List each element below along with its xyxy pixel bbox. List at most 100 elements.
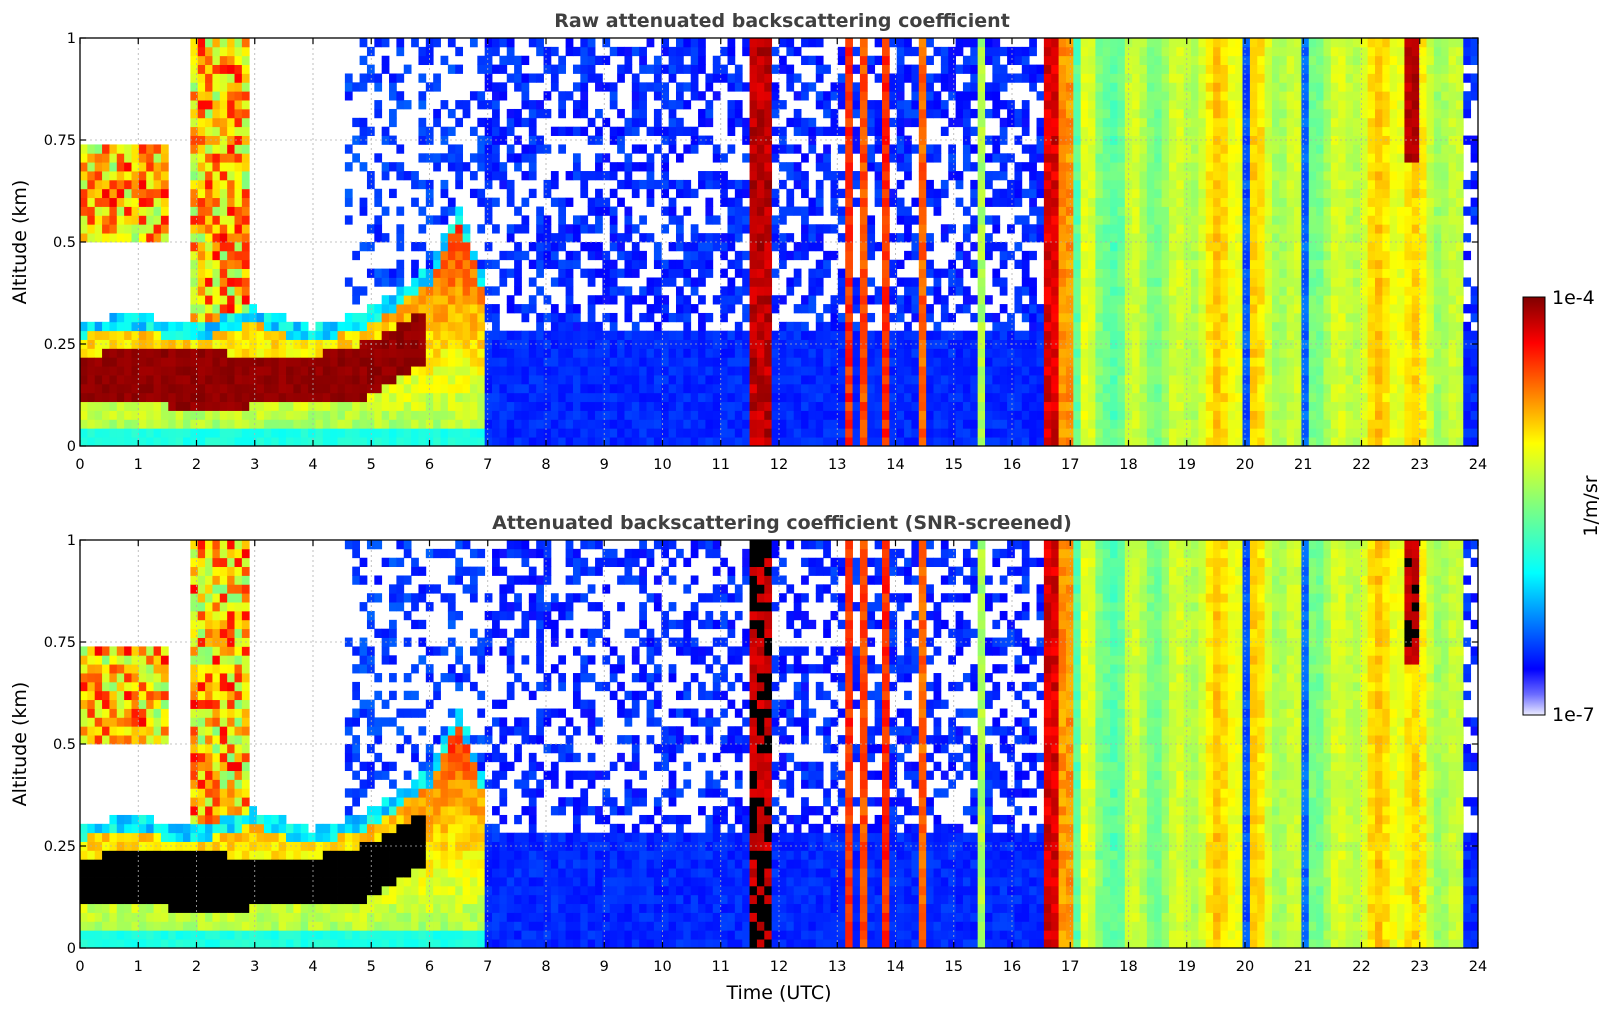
heat-cell [322,437,331,447]
heat-cell [1058,144,1067,154]
heat-cell [469,268,478,278]
heat-cell [1154,117,1163,128]
heat-cell [528,108,537,119]
heat-cell [543,295,552,305]
heat-cell [580,357,589,367]
heat-cell [241,330,250,340]
heat-cell [138,330,147,340]
heat-cell [764,64,773,74]
heat-cell [1095,330,1104,340]
heat-cell [837,401,846,411]
heat-cell [168,366,177,376]
heat-cell [720,250,728,261]
heat-cell [823,437,831,447]
heat-cell [521,383,530,394]
heat-cell [344,348,353,358]
heat-cell [896,259,905,270]
heat-cell [617,162,625,172]
heat-cell [499,250,508,261]
heat-cell [977,366,986,376]
heat-cell [653,392,662,403]
heat-cell [300,392,309,403]
heat-cell [801,428,809,438]
heat-cell [366,224,375,234]
heat-cell [1051,437,1059,447]
heat-cell [411,392,419,403]
heat-cell [852,126,861,136]
heat-cell [344,188,353,199]
heat-cell [462,242,471,252]
heat-cell [874,117,883,128]
heat-cell [1029,277,1037,287]
heat-cell [874,73,883,83]
heat-cell [734,366,743,376]
heat-cell [734,268,743,278]
heat-cell [1014,410,1023,420]
heat-cell [550,304,559,314]
heat-cell [874,375,883,385]
heat-cell [433,339,441,349]
heat-cell [764,46,773,57]
heat-cell [985,339,993,349]
heat-cell [528,38,537,48]
heat-cell [381,277,390,287]
heat-cell [587,206,596,216]
heat-cell [1021,162,1030,172]
heat-cell [506,410,515,420]
heat-cell [668,339,677,349]
heat-cell [565,401,574,411]
heat-cell [183,437,191,447]
heat-cell [985,82,993,92]
heat-cell [1102,392,1111,403]
heat-cell [411,277,419,287]
heat-cell [639,428,647,438]
heat-cell [970,295,979,305]
heat-cell [580,55,589,66]
heat-cell [1088,179,1096,190]
heat-cell [1110,348,1118,358]
heat-cell [286,366,294,376]
heat-cell [168,321,177,332]
heat-cell [462,428,471,438]
heat-cell [484,304,493,314]
heat-cell [1198,437,1207,447]
heat-cell [359,126,368,136]
heat-cell [1102,179,1111,190]
heat-cell [234,179,243,190]
heat-cell [543,233,552,243]
heat-cell [727,117,736,128]
heat-cell [389,73,397,83]
heat-cell [381,375,390,385]
heat-cell [587,117,596,128]
heat-cell [514,357,522,367]
heat-cell [970,357,979,367]
heat-cell [962,375,971,385]
heat-cell [1205,419,1214,429]
heat-cell [249,410,257,420]
heat-cell [1198,375,1207,385]
heat-cell [1191,206,1199,216]
heat-cell [904,46,912,57]
heat-cell [212,197,221,207]
heat-cell [904,437,912,447]
heat-cell [286,339,294,349]
heat-cell [992,242,1001,252]
heat-cell [521,401,530,411]
heat-cell [418,312,427,323]
heat-cell [926,268,934,278]
heat-cell [1139,357,1148,367]
heat-cell [1095,162,1104,172]
heat-cell [227,383,235,394]
heat-cell [263,383,272,394]
heat-cell [1058,392,1067,403]
heat-cell [815,206,824,216]
heat-cell [477,357,486,367]
heat-cell [1043,144,1052,154]
heat-cell [1095,206,1104,216]
heat-cell [219,366,228,376]
heat-cell [793,179,802,190]
heat-cell [1198,215,1207,225]
heat-cell [1043,392,1052,403]
heat-cell [705,392,714,403]
heat-cell [720,268,728,278]
